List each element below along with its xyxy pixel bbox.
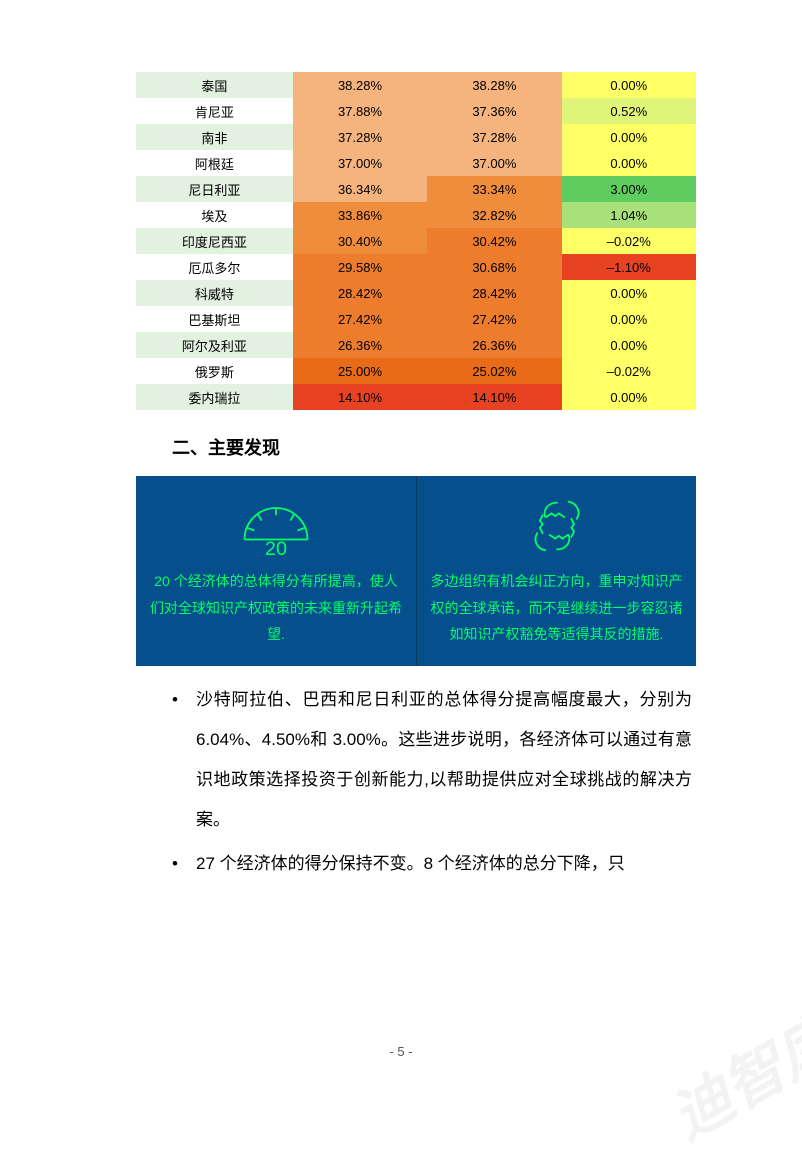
cell-country: 阿根廷	[136, 150, 293, 176]
cell-value-c: 0.00%	[562, 124, 696, 150]
cell-value-c: 0.00%	[562, 306, 696, 332]
watermark-text: 迪智库	[652, 991, 802, 1156]
cell-country: 科威特	[136, 280, 293, 306]
cell-value-b: 38.28%	[427, 72, 561, 98]
cell-value-b: 28.42%	[427, 280, 561, 306]
cell-value-b: 32.82%	[427, 202, 561, 228]
info-left-text: 20 个经济体的总体得分有所提高，使人们对全球知识产权政策的未来重新升起希望.	[148, 568, 404, 648]
bullet-marker: •	[172, 680, 196, 840]
table-row: 巴基斯坦27.42%27.42%0.00%	[136, 306, 696, 332]
cell-country: 南非	[136, 124, 293, 150]
cell-value-b: 33.34%	[427, 176, 561, 202]
body-text-section: • 沙特阿拉伯、巴西和尼日利亚的总体得分提高幅度最大，分别为 6.04%、4.5…	[136, 680, 696, 884]
cell-country: 尼日利亚	[136, 176, 293, 202]
cell-value-b: 27.42%	[427, 306, 561, 332]
cell-value-a: 25.00%	[293, 358, 427, 384]
cell-country: 肯尼亚	[136, 98, 293, 124]
cell-value-c: –0.02%	[562, 358, 696, 384]
cell-value-a: 33.86%	[293, 202, 427, 228]
gauge-icon: 20	[231, 490, 321, 562]
cell-value-a: 38.28%	[293, 72, 427, 98]
info-right-text: 多边组织有机会纠正方向，重申对知识产权的全球承诺，而不是继续进一步容忍诸如知识产…	[429, 568, 684, 648]
cell-value-c: 0.00%	[562, 72, 696, 98]
table-row: 肯尼亚37.88%37.36%0.52%	[136, 98, 696, 124]
cell-country: 泰国	[136, 72, 293, 98]
cell-value-a: 37.00%	[293, 150, 427, 176]
cell-country: 厄瓜多尔	[136, 254, 293, 280]
table-row: 南非37.28%37.28%0.00%	[136, 124, 696, 150]
table-row: 泰国38.28%38.28%0.00%	[136, 72, 696, 98]
cell-value-a: 37.88%	[293, 98, 427, 124]
list-item: • 27 个经济体的得分保持不变。8 个经济体的总分下降，只	[172, 844, 692, 884]
table-row: 委内瑞拉14.10%14.10%0.00%	[136, 384, 696, 410]
list-item: • 沙特阿拉伯、巴西和尼日利亚的总体得分提高幅度最大，分别为 6.04%、4.5…	[172, 680, 692, 840]
cell-country: 印度尼西亚	[136, 228, 293, 254]
cell-value-c: –1.10%	[562, 254, 696, 280]
cell-value-a: 30.40%	[293, 228, 427, 254]
cell-value-c: 1.04%	[562, 202, 696, 228]
cell-value-b: 14.10%	[427, 384, 561, 410]
cell-country: 巴基斯坦	[136, 306, 293, 332]
cell-value-c: –0.02%	[562, 228, 696, 254]
cell-value-a: 29.58%	[293, 254, 427, 280]
table-row: 尼日利亚36.34%33.34%3.00%	[136, 176, 696, 202]
section-heading: 二、主要发现	[172, 434, 696, 460]
cell-value-a: 14.10%	[293, 384, 427, 410]
cell-value-c: 0.00%	[562, 384, 696, 410]
table-row: 阿根廷37.00%37.00%0.00%	[136, 150, 696, 176]
hands-circle-icon	[512, 490, 602, 562]
cell-country: 阿尔及利亚	[136, 332, 293, 358]
cell-value-b: 37.00%	[427, 150, 561, 176]
cell-value-c: 0.00%	[562, 332, 696, 358]
cell-value-a: 27.42%	[293, 306, 427, 332]
table-row: 阿尔及利亚26.36%26.36%0.00%	[136, 332, 696, 358]
key-findings-box: 20 20 个经济体的总体得分有所提高，使人们对全球知识产权政策的未来重新升起希…	[136, 476, 696, 666]
table-row: 埃及33.86%32.82%1.04%	[136, 202, 696, 228]
cell-value-b: 37.28%	[427, 124, 561, 150]
cell-value-b: 30.68%	[427, 254, 561, 280]
info-cell-right: 多边组织有机会纠正方向，重申对知识产权的全球承诺，而不是继续进一步容忍诸如知识产…	[416, 476, 696, 666]
bullet-text: 27 个经济体的得分保持不变。8 个经济体的总分下降，只	[196, 844, 692, 884]
table-row: 厄瓜多尔29.58%30.68%–1.10%	[136, 254, 696, 280]
table-row: 科威特28.42%28.42%0.00%	[136, 280, 696, 306]
page-number: - 5 -	[0, 1044, 802, 1059]
cell-value-b: 30.42%	[427, 228, 561, 254]
cell-value-c: 0.00%	[562, 150, 696, 176]
watermark-text: CiD	[0, 709, 14, 820]
cell-value-a: 37.28%	[293, 124, 427, 150]
bullet-marker: •	[172, 844, 196, 884]
cell-country: 俄罗斯	[136, 358, 293, 384]
info-cell-left: 20 20 个经济体的总体得分有所提高，使人们对全球知识产权政策的未来重新升起希…	[136, 476, 416, 666]
cell-value-a: 36.34%	[293, 176, 427, 202]
cell-value-b: 37.36%	[427, 98, 561, 124]
cell-value-c: 0.00%	[562, 280, 696, 306]
cell-value-c: 0.52%	[562, 98, 696, 124]
cell-country: 埃及	[136, 202, 293, 228]
watermark-text: 迪智	[788, 6, 802, 141]
cell-value-b: 25.02%	[427, 358, 561, 384]
cell-value-a: 28.42%	[293, 280, 427, 306]
cell-value-a: 26.36%	[293, 332, 427, 358]
bullet-text: 沙特阿拉伯、巴西和尼日利亚的总体得分提高幅度最大，分别为 6.04%、4.50%…	[196, 680, 692, 840]
ranking-table: 泰国38.28%38.28%0.00%肯尼亚37.88%37.36%0.52%南…	[136, 72, 696, 410]
cell-value-c: 3.00%	[562, 176, 696, 202]
gauge-value: 20	[265, 538, 287, 560]
table-row: 印度尼西亚30.40%30.42%–0.02%	[136, 228, 696, 254]
cell-value-b: 26.36%	[427, 332, 561, 358]
table-row: 俄罗斯25.00%25.02%–0.02%	[136, 358, 696, 384]
cell-country: 委内瑞拉	[136, 384, 293, 410]
